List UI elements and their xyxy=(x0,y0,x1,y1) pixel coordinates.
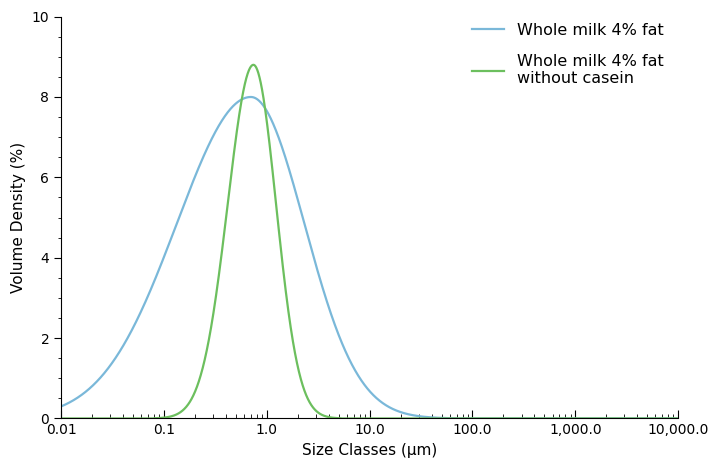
Whole milk 4% fat
without casein xyxy=(293,360,302,366)
Whole milk 4% fat xyxy=(57,404,66,409)
Whole milk 4% fat xyxy=(452,416,461,421)
Legend: Whole milk 4% fat, Whole milk 4% fat
without casein: Whole milk 4% fat, Whole milk 4% fat wit… xyxy=(466,16,670,93)
Whole milk 4% fat
without casein xyxy=(564,416,573,421)
Whole milk 4% fat xyxy=(293,194,302,200)
Whole milk 4% fat xyxy=(674,416,683,421)
Whole milk 4% fat xyxy=(459,416,467,421)
Line: Whole milk 4% fat: Whole milk 4% fat xyxy=(61,97,678,418)
Whole milk 4% fat
without casein xyxy=(518,416,526,421)
Whole milk 4% fat xyxy=(169,230,178,236)
Whole milk 4% fat
without casein xyxy=(427,416,436,421)
Whole milk 4% fat xyxy=(518,416,526,421)
Whole milk 4% fat
without casein xyxy=(674,416,683,421)
Whole milk 4% fat xyxy=(427,415,436,420)
Y-axis label: Volume Density (%): Volume Density (%) xyxy=(11,142,26,293)
Whole milk 4% fat xyxy=(246,94,255,100)
Whole milk 4% fat
without casein xyxy=(169,413,178,418)
Whole milk 4% fat
without casein xyxy=(57,416,66,421)
Whole milk 4% fat
without casein xyxy=(458,416,467,421)
Line: Whole milk 4% fat
without casein: Whole milk 4% fat without casein xyxy=(61,65,678,418)
Whole milk 4% fat xyxy=(564,416,573,421)
Whole milk 4% fat
without casein xyxy=(249,62,258,68)
X-axis label: Size Classes (μm): Size Classes (μm) xyxy=(302,443,437,458)
